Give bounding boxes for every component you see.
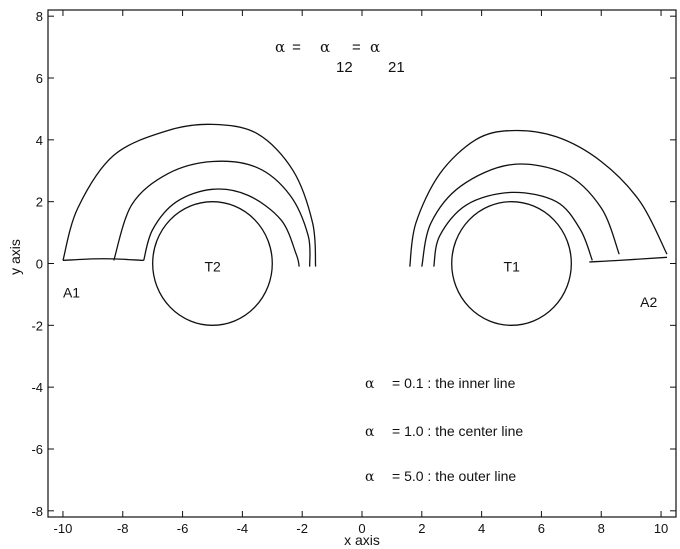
legend-text-outer: = 5.0 : the outer line <box>392 468 516 484</box>
plot-frame <box>47 9 677 518</box>
curve-1 <box>113 160 311 267</box>
curve-6 <box>433 191 593 267</box>
y-tick-label: -4 <box>31 380 43 395</box>
x-tick-label: -8 <box>117 521 129 536</box>
x-tick-label: 0 <box>358 521 365 536</box>
y-tick-label: 8 <box>36 9 43 24</box>
targets-group: T2 T1 <box>152 201 572 326</box>
y-tick-label: 2 <box>36 195 43 210</box>
target-circle-t2 <box>152 201 273 326</box>
y-tick-label: 6 <box>36 71 43 86</box>
curve-2 <box>62 123 317 267</box>
curve-0 <box>143 188 300 267</box>
top-annotation-alpha12: α <box>320 38 330 56</box>
point-label-a1: A1 <box>63 285 80 301</box>
legend-text-inner: = 0.1 : the inner line <box>392 375 516 391</box>
top-annotation-eq: = <box>288 39 305 56</box>
x-axis-label: x axis <box>344 532 380 548</box>
legend-alpha-inner: α <box>365 376 375 392</box>
top-annotation-eq2: = <box>352 39 365 56</box>
y-tick-label: 0 <box>36 257 43 272</box>
annotations-group: A1 A2 <box>63 285 657 310</box>
top-annotation: α = α 12 = α 21 <box>275 38 405 76</box>
x-tick-label: 4 <box>478 521 485 536</box>
y-tick-label: -6 <box>31 442 43 457</box>
legend: α = 0.1 : the inner line α = 1.0 : the c… <box>365 375 523 485</box>
y-tick-label: -2 <box>31 318 43 333</box>
target-label-t2: T2 <box>204 259 221 275</box>
y-tick-label: 4 <box>36 133 43 148</box>
x-tick-label: 10 <box>654 521 668 536</box>
curve-3 <box>62 258 144 262</box>
x-tick-label: -2 <box>296 521 308 536</box>
legend-alpha-center: α <box>365 424 375 440</box>
y-axis-label: y axis <box>7 239 23 275</box>
x-tick-label: -6 <box>177 521 189 536</box>
x-tick-label: 8 <box>598 521 605 536</box>
x-tick-label: 2 <box>418 521 425 536</box>
y-tick-label: -8 <box>31 504 43 519</box>
curve-5 <box>421 163 620 267</box>
top-annotation-sub21: 21 <box>388 59 405 76</box>
top-annotation-alpha: α <box>275 38 285 56</box>
x-tick-label: -4 <box>237 521 249 536</box>
curve-4 <box>409 129 668 267</box>
legend-text-center: = 1.0 : the center line <box>392 423 523 439</box>
top-annotation-sub12: 12 <box>336 59 353 76</box>
axis-ticks: -10 -8 -6 -4 -2 0 2 4 6 8 10 -8 -6 -4 -2 0 2 4 6 8 <box>31 9 676 536</box>
point-label-a2: A2 <box>640 294 657 310</box>
curves-group <box>62 123 668 267</box>
target-label-t1: T1 <box>504 259 521 275</box>
legend-alpha-outer: α <box>365 469 375 485</box>
target-circle-t1 <box>451 201 572 326</box>
x-tick-label: 6 <box>538 521 545 536</box>
x-tick-label: -10 <box>54 521 73 536</box>
top-annotation-alpha21: α <box>370 38 380 56</box>
curve-7 <box>589 256 668 263</box>
